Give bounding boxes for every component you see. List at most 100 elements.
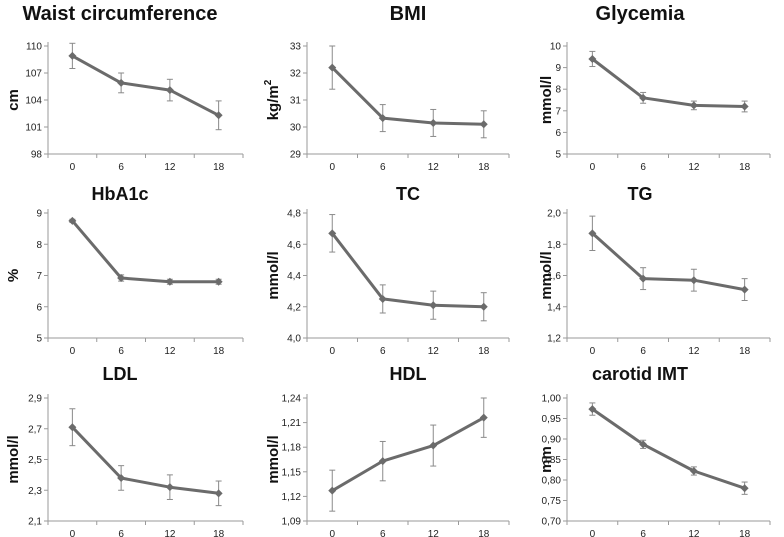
data-point — [214, 489, 223, 498]
y-tick-label: 9 — [555, 63, 561, 74]
y-tick-label: 1,6 — [547, 271, 561, 282]
x-tick-label: 6 — [118, 162, 124, 173]
series-line — [591, 407, 746, 490]
x-tick-label: 18 — [478, 162, 490, 173]
data-point — [429, 118, 438, 127]
y-tick-label: 9 — [36, 209, 42, 220]
x-tick-label: 0 — [329, 529, 335, 537]
x-tick-label: 18 — [739, 529, 751, 537]
x-tick-label: 0 — [329, 162, 335, 173]
series-line — [71, 426, 219, 495]
x-tick-label: 6 — [118, 529, 124, 537]
y-tick-label: 0,95 — [542, 414, 562, 425]
y-tick-label: 31 — [290, 96, 302, 107]
y-tick-label: 8 — [555, 85, 561, 96]
y-axis-label: % — [5, 269, 22, 282]
y-tick-label: 1,00 — [542, 394, 562, 405]
data-point — [165, 277, 174, 286]
x-tick-label: 0 — [590, 346, 596, 357]
y-tick-label: 107 — [25, 69, 42, 80]
series-line — [71, 54, 220, 117]
chart-panel-1: Waist circumference cm 98 101 104 107 110 0 6 12 1… — [5, 3, 244, 173]
x-tick-label: 18 — [739, 346, 751, 357]
y-tick-label: 5 — [36, 334, 42, 345]
data-point — [68, 423, 77, 432]
y-tick-label: 7 — [555, 106, 561, 117]
x-tick-label: 6 — [640, 162, 646, 173]
y-tick-label: 4,2 — [287, 302, 301, 313]
y-tick-label: 1,4 — [547, 302, 561, 313]
y-tick-label: 2,1 — [28, 517, 42, 528]
data-point — [689, 466, 698, 475]
data-point — [328, 63, 337, 72]
chart-title: LDL — [103, 364, 138, 384]
x-tick-label: 12 — [428, 346, 440, 357]
chart-title: Glycemia — [596, 3, 686, 25]
x-tick-label: 18 — [213, 529, 225, 537]
y-tick-label: 2,0 — [547, 209, 561, 220]
y-tick-label: 4,0 — [287, 334, 301, 345]
x-tick-label: 6 — [380, 529, 386, 537]
x-tick-label: 12 — [688, 162, 700, 173]
x-tick-label: 18 — [739, 162, 751, 173]
x-tick-label: 18 — [213, 346, 225, 357]
x-tick-label: 18 — [478, 346, 490, 357]
data-point — [214, 277, 223, 286]
data-point — [68, 51, 77, 60]
data-point — [689, 276, 698, 285]
y-tick-label: 0,85 — [542, 455, 562, 466]
y-tick-label: 0,75 — [542, 496, 562, 507]
x-tick-label: 12 — [164, 162, 176, 173]
y-tick-label: 104 — [25, 96, 42, 107]
y-tick-label: 32 — [290, 69, 302, 80]
data-point — [378, 294, 387, 303]
y-tick-label: 4,4 — [287, 271, 301, 282]
chart-panel-4: HbA1c% 5 6 7 8 9 0 6 12 18 — [5, 184, 244, 357]
data-point — [165, 86, 174, 95]
y-tick-label: 1,8 — [547, 240, 561, 251]
y-axis-label: mmol/l — [265, 251, 282, 299]
x-tick-label: 18 — [478, 529, 490, 537]
x-tick-label: 0 — [70, 346, 76, 357]
y-tick-label: 29 — [290, 150, 302, 161]
data-point — [117, 78, 126, 87]
data-point — [328, 229, 337, 238]
chart-title: TG — [628, 184, 653, 204]
data-point — [479, 120, 488, 129]
chart-panel-8: HDL mmol/l 1,09 1,12 1,15 1,18 1,21 1,24 0 6 12 18 — [265, 364, 510, 537]
y-tick-label: 2,3 — [28, 486, 42, 497]
x-tick-label: 6 — [640, 529, 646, 537]
x-tick-label: 6 — [380, 346, 386, 357]
series-line — [591, 232, 745, 292]
y-tick-label: 10 — [550, 42, 562, 53]
data-point — [68, 216, 77, 225]
x-tick-label: 12 — [164, 529, 176, 537]
y-tick-label: 1,18 — [282, 443, 302, 454]
y-axis-label: mmol/l — [538, 251, 555, 299]
data-point — [588, 54, 597, 63]
y-tick-label: 30 — [290, 123, 302, 134]
data-point — [740, 285, 749, 294]
chart-title: TC — [396, 184, 420, 204]
y-tick-label: 33 — [290, 42, 302, 53]
x-tick-label: 0 — [70, 529, 76, 537]
data-point — [479, 413, 488, 422]
chart-title: BMI — [390, 3, 427, 25]
y-tick-label: 5 — [555, 150, 561, 161]
x-tick-label: 0 — [70, 162, 76, 173]
y-tick-label: 7 — [36, 271, 42, 282]
x-tick-label: 6 — [640, 346, 646, 357]
data-point — [740, 102, 749, 111]
y-tick-label: 1,09 — [282, 517, 302, 528]
x-tick-label: 0 — [590, 162, 596, 173]
y-axis-label: kg/m2 — [263, 79, 282, 120]
y-tick-label: 0,90 — [542, 435, 562, 446]
x-tick-label: 6 — [118, 346, 124, 357]
y-tick-label: 0,80 — [542, 476, 562, 487]
y-tick-label: 6 — [36, 302, 42, 313]
y-tick-label: 101 — [25, 123, 42, 134]
data-point — [639, 274, 648, 283]
y-tick-label: 1,2 — [547, 334, 561, 345]
data-point — [429, 441, 438, 450]
